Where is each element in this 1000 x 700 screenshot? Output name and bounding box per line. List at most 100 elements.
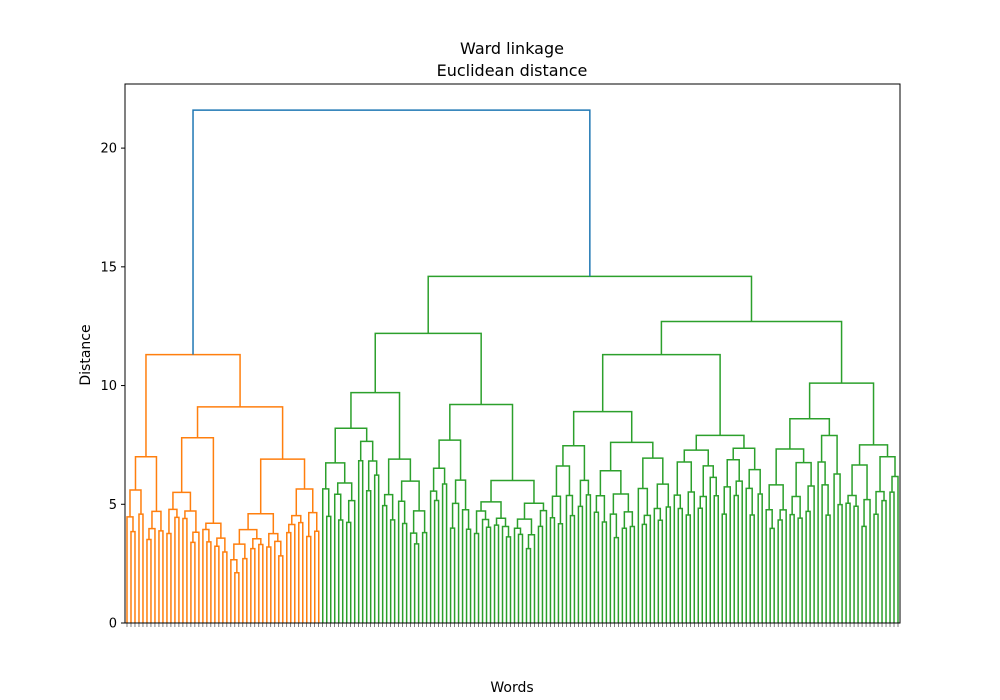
dendrogram-link <box>709 476 717 623</box>
dendrogram-link <box>889 491 895 623</box>
dendrogram-link <box>523 502 545 520</box>
dendrogram-link <box>768 484 784 510</box>
dendrogram-link <box>775 448 805 485</box>
dendrogram-link <box>807 485 815 623</box>
dendrogram-link <box>676 461 693 496</box>
dendrogram-link <box>286 531 292 623</box>
dendrogram-link <box>673 494 682 623</box>
dendrogram-link <box>216 537 226 553</box>
dendrogram-link <box>569 514 576 623</box>
dendrogram-link <box>401 522 408 623</box>
dendrogram-link <box>306 535 312 623</box>
x-axis-label: Words <box>490 680 533 696</box>
dendrogram-link <box>657 519 664 623</box>
dendrogram-link <box>779 509 787 623</box>
dendrogram-link <box>641 523 648 623</box>
dendrogram-link <box>278 555 284 623</box>
dendrogram-link <box>250 547 256 623</box>
dendrogram-link <box>151 510 162 531</box>
dendrogram-link <box>797 517 803 623</box>
dendrogram-link <box>130 530 136 623</box>
dendrogram-link <box>350 391 401 460</box>
dendrogram-link <box>769 527 775 623</box>
dendrogram-link <box>601 521 608 623</box>
dendrogram-link <box>595 495 606 523</box>
dendrogram-link <box>321 488 330 623</box>
dendrogram-link <box>134 456 158 512</box>
dendrogram-link <box>242 557 248 623</box>
dendrogram-link <box>733 494 739 623</box>
dendrogram-link <box>653 507 662 623</box>
dendrogram-link <box>660 320 843 384</box>
dendrogram-link <box>454 479 467 510</box>
dendrogram-link <box>192 109 591 355</box>
dendrogram-link <box>601 353 721 436</box>
dendrogram-link <box>485 526 492 623</box>
dendrogram-link <box>182 517 188 623</box>
dendrogram-link <box>833 473 841 623</box>
dendrogram-link <box>609 441 654 471</box>
dendrogram-link <box>549 517 556 623</box>
dendrogram-link <box>325 515 332 623</box>
dendrogram-link <box>374 332 482 405</box>
dendrogram-link <box>412 510 426 534</box>
dendrogram-link <box>397 500 406 623</box>
dendrogram-link <box>274 540 282 623</box>
dendrogram-link <box>481 518 490 623</box>
dendrogram-link <box>875 490 885 515</box>
dendrogram-link <box>820 434 838 474</box>
dendrogram-link <box>291 514 302 525</box>
dendrogram-link <box>735 480 743 623</box>
dendrogram-link <box>845 502 851 623</box>
dendrogram-link <box>383 493 394 520</box>
dendrogram-link <box>745 487 753 623</box>
dendrogram-link <box>202 528 210 623</box>
y-tick-label: 15 <box>100 260 117 275</box>
dendrogram-link <box>449 403 514 481</box>
dendrogram-link <box>429 490 438 623</box>
dendrogram-link <box>473 532 480 623</box>
y-tick-label: 20 <box>100 142 117 157</box>
dendrogram-link <box>190 541 196 623</box>
y-tick-label: 10 <box>100 379 117 394</box>
dendrogram-link <box>789 418 831 450</box>
dendrogram-link <box>805 510 811 623</box>
dendrogram-link <box>551 495 562 524</box>
dendrogram-link <box>148 527 156 623</box>
dendrogram-link <box>757 493 763 623</box>
dendrogram-link <box>847 494 857 507</box>
dendrogram-link <box>697 507 704 623</box>
dendrogram-link <box>333 493 342 623</box>
dendrogram-link <box>565 494 574 623</box>
dendrogram-link <box>629 525 636 623</box>
dendrogram-link <box>599 469 622 496</box>
dendrogram-link <box>387 458 412 495</box>
dendrogram-link <box>230 559 238 623</box>
dendrogram-link <box>233 543 246 560</box>
dendrogram-link <box>656 483 670 509</box>
dendrogram-link <box>837 503 843 623</box>
dendrogram-link <box>748 468 761 494</box>
dendrogram-link <box>795 461 812 497</box>
dendrogram-link <box>180 437 215 524</box>
dendrogram-link <box>337 519 344 623</box>
dendrogram-link <box>863 498 871 623</box>
dendrogram-link <box>516 518 533 535</box>
dendrogram-link <box>861 525 867 623</box>
dendrogram-link <box>427 275 753 334</box>
dendrogram-link <box>465 528 472 623</box>
dendrogram-link <box>146 538 152 623</box>
dendrogram-link <box>726 459 740 487</box>
dendrogram-link <box>214 545 220 623</box>
dendrogram-link <box>461 509 470 623</box>
dendrogram-link <box>247 513 275 534</box>
dendrogram-link <box>381 504 388 623</box>
dendrogram-link <box>298 521 304 623</box>
dendrogram-link <box>206 541 212 623</box>
dendrogram-link <box>409 532 418 623</box>
dendrogram-link <box>513 527 522 623</box>
dendrogram-link <box>288 523 296 623</box>
dendrogram-link <box>449 527 456 623</box>
dendrogram-link <box>789 513 795 623</box>
